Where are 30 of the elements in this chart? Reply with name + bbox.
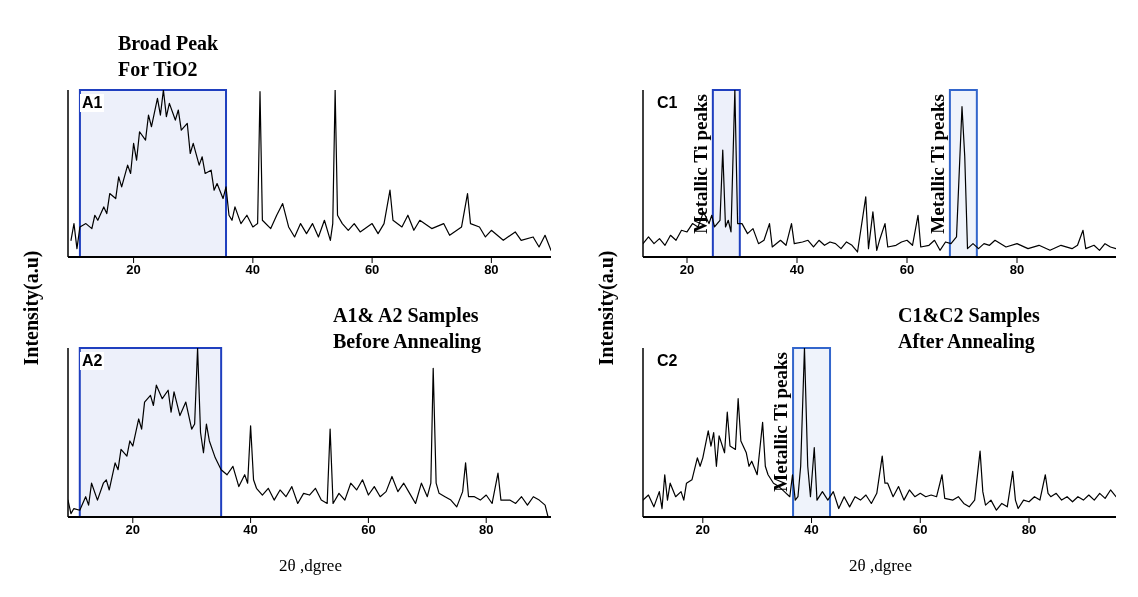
chart-title: A1 xyxy=(80,94,105,112)
band-label: Metallic Ti peaks xyxy=(926,94,948,234)
x-tick-label: 80 xyxy=(484,262,499,278)
x-tick-label: 20 xyxy=(695,522,711,538)
x-tick-label: 20 xyxy=(126,262,141,278)
x-axis-title: 2θ ,dgree xyxy=(278,556,343,576)
band-label: Metallic Ti peaks xyxy=(770,352,792,492)
y-axis-title: Intensity(a.u) xyxy=(594,250,618,366)
x-tick-label: 20 xyxy=(125,522,141,538)
x-tick-label: 80 xyxy=(1009,262,1025,278)
x-tick-label: 60 xyxy=(913,522,928,538)
x-tick-label: 40 xyxy=(245,262,261,278)
y-axis-title: Intensity(a.u) xyxy=(19,250,43,366)
x-tick-label: 60 xyxy=(361,522,376,538)
chart-title: C1 xyxy=(655,94,680,112)
annotation: C1&C2 Samples After Annealing xyxy=(898,303,1041,354)
x-tick-label: 80 xyxy=(1021,522,1037,538)
x-tick-label: 40 xyxy=(804,522,819,538)
x-tick-label: 20 xyxy=(679,262,695,278)
x-tick-label: 40 xyxy=(789,262,805,278)
x-tick-label: 60 xyxy=(364,262,380,278)
x-tick-label: 80 xyxy=(478,522,494,538)
x-tick-label: 40 xyxy=(243,522,258,538)
band-label: Metallic Ti peaks xyxy=(689,94,711,234)
x-tick-label: 60 xyxy=(899,262,915,278)
chart-title: A2 xyxy=(80,352,105,370)
x-axis-title: 2θ ,dgree xyxy=(848,556,913,576)
annotation: A1& A2 Samples Before Annealing xyxy=(333,303,482,354)
chart-title: C2 xyxy=(655,352,680,370)
text: Broad Peak For TiO2 xyxy=(118,31,220,82)
